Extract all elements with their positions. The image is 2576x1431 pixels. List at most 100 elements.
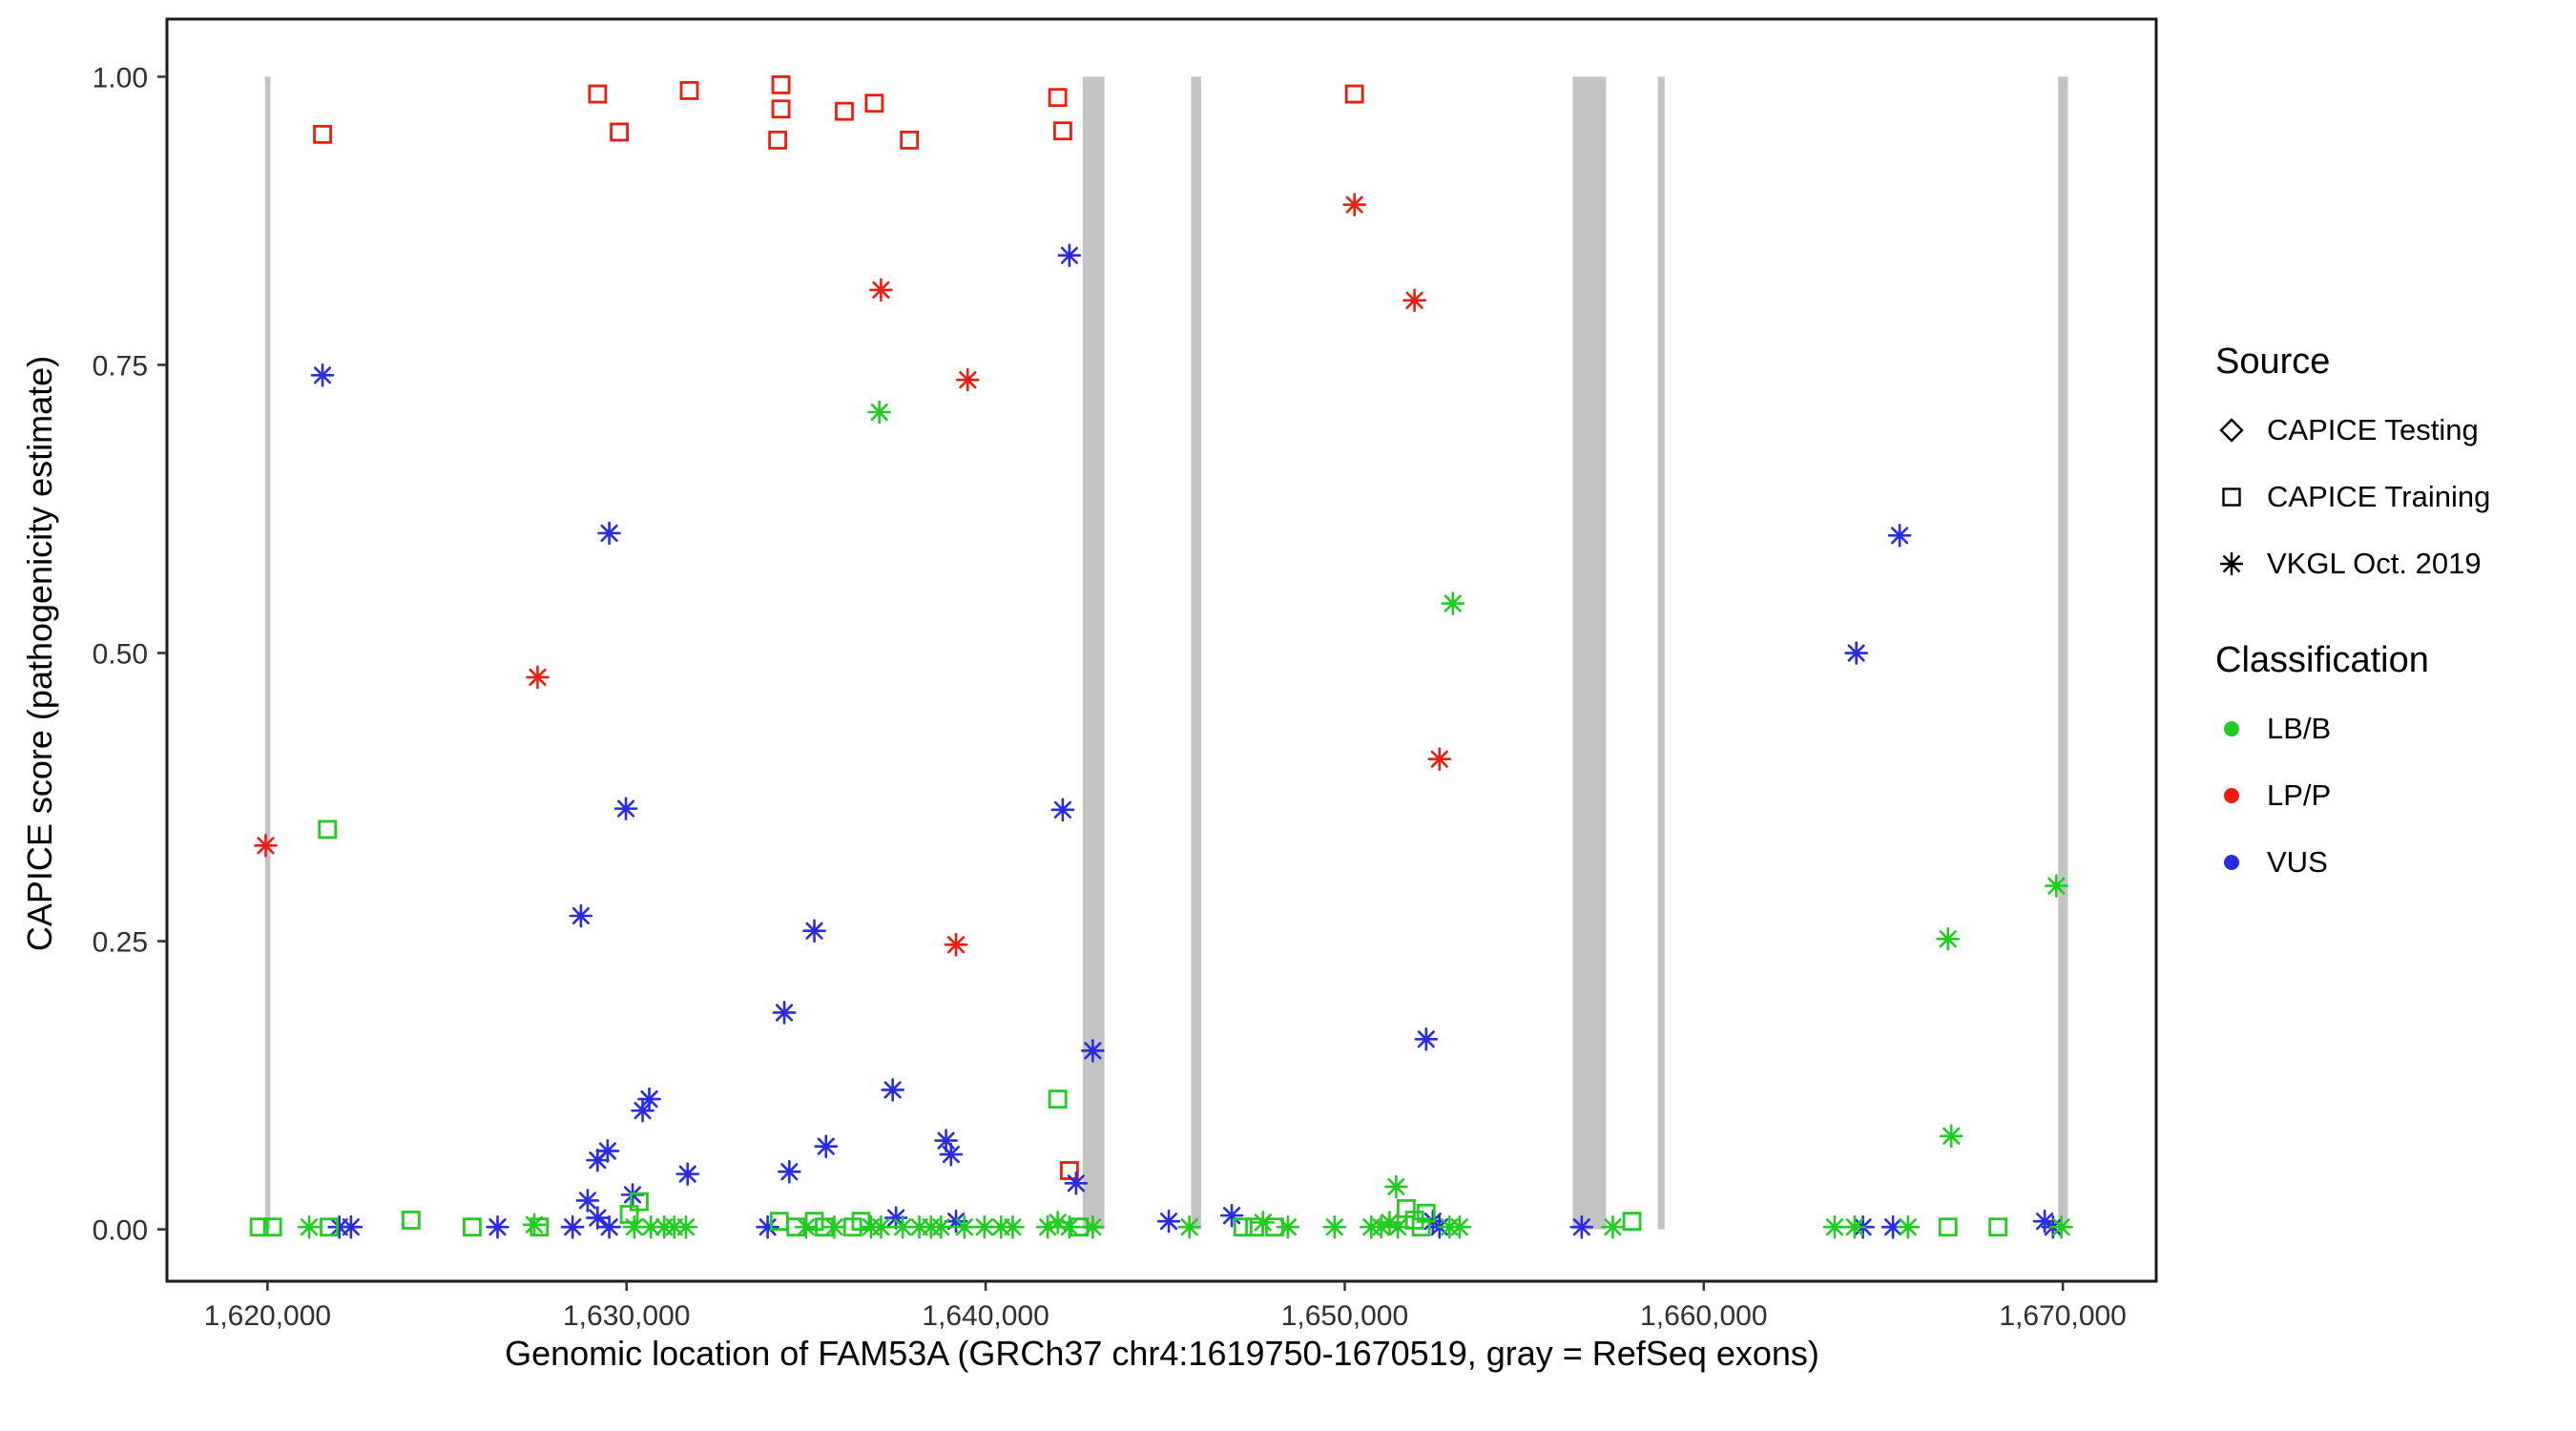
data-point-asterisk [1342, 193, 1366, 217]
data-point-square [313, 124, 332, 144]
legend-item-lpp: LP/P [2215, 778, 2490, 813]
data-point-square [1416, 1203, 1436, 1223]
data-point-square [679, 81, 699, 100]
legend-item-vus: VUS [2215, 845, 2490, 880]
data-point-asterisk [1569, 1214, 1594, 1239]
data-point-asterisk [1427, 747, 1452, 771]
data-point-asterisk [869, 1214, 893, 1239]
data-point-asterisk [486, 1214, 509, 1239]
data-point-asterisk [631, 1098, 654, 1123]
data-point-asterisk [254, 833, 278, 858]
data-point-square [786, 1217, 806, 1237]
data-point-square [1411, 1217, 1431, 1237]
data-point-asterisk [1385, 1214, 1410, 1239]
data-point-square [402, 1211, 421, 1230]
data-point-asterisk [526, 665, 550, 690]
data-point-square [835, 101, 854, 121]
exon-bar [264, 76, 271, 1230]
data-point-asterisk [1447, 1214, 1472, 1239]
data-point-asterisk [934, 1129, 958, 1152]
data-point-asterisk [814, 1134, 839, 1158]
data-point-square [1048, 1089, 1068, 1110]
legend-item-label: LP/P [2267, 778, 2332, 812]
data-point-asterisk [638, 1214, 663, 1239]
square-icon [2222, 487, 2241, 507]
data-point-asterisk [772, 1001, 797, 1025]
x-tick-label: 1,650,000 [1281, 1300, 1408, 1332]
data-point-square [610, 122, 629, 142]
data-point-asterisk [778, 1159, 801, 1184]
data-point-asterisk [802, 919, 826, 944]
asterisk-icon [2220, 552, 2243, 575]
data-point-square [249, 1217, 269, 1237]
data-point-asterisk [1035, 1214, 1060, 1239]
data-point-asterisk [1081, 1214, 1105, 1239]
data-point-asterisk [1844, 641, 1868, 665]
y-tick-label: 0.25 [93, 927, 148, 959]
data-point-asterisk [1064, 1172, 1089, 1195]
data-point-asterisk [297, 1214, 322, 1239]
data-point-square [1344, 84, 1364, 104]
legend-item-label: VUS [2267, 845, 2328, 879]
x-tick-label: 1,670,000 [1999, 1300, 2126, 1332]
data-point-asterisk [944, 1209, 968, 1234]
data-point-square [768, 130, 788, 150]
data-point-asterisk [675, 1162, 700, 1186]
legend-item-capice-testing: CAPICE Testing [2215, 413, 2490, 447]
data-point-square [864, 93, 884, 114]
data-point-square [588, 84, 608, 104]
data-point-asterisk [944, 932, 968, 957]
x-tick-label: 1,620,000 [204, 1300, 331, 1332]
green-dot-icon [2224, 721, 2239, 736]
data-point-square [851, 1212, 871, 1232]
data-point-asterisk [569, 903, 593, 928]
data-point-asterisk [952, 1214, 977, 1239]
data-point-asterisk [1414, 1027, 1439, 1051]
data-point-asterisk [575, 1189, 600, 1213]
data-point-asterisk [1939, 1124, 1963, 1149]
y-tick-label: 0.50 [93, 639, 148, 671]
data-point-asterisk [1050, 798, 1075, 822]
exon-bar [2058, 76, 2068, 1230]
data-point-square [630, 1192, 649, 1212]
legend-source-title: Source [2215, 342, 2331, 382]
data-point-asterisk [1842, 1214, 1867, 1239]
data-point-asterisk [1177, 1214, 1201, 1239]
data-point-asterisk [586, 1206, 610, 1230]
exon-bar [1657, 76, 1665, 1230]
data-point-square [530, 1217, 550, 1237]
data-point-asterisk [890, 1214, 915, 1239]
data-point-square [1265, 1217, 1284, 1237]
data-point-asterisk [1057, 1214, 1082, 1239]
data-point-asterisk [822, 1214, 846, 1239]
panel-border [165, 17, 2158, 1283]
data-point-square [1245, 1217, 1264, 1237]
data-point-square [318, 819, 338, 840]
data-point-asterisk [1601, 1214, 1625, 1239]
data-point-asterisk [2049, 1214, 2073, 1239]
data-point-asterisk [1046, 1211, 1070, 1234]
data-point-asterisk [1001, 1214, 1025, 1239]
data-point-asterisk [972, 1214, 997, 1239]
data-point-asterisk [1081, 1039, 1105, 1063]
data-point-asterisk [613, 797, 638, 820]
data-point-asterisk [881, 1078, 904, 1102]
x-axis-title: Genomic location of FAM53A (GRCh37 chr4:… [505, 1334, 1819, 1373]
data-point-asterisk [1384, 1174, 1408, 1199]
data-point-asterisk [560, 1214, 585, 1239]
x-tick-label: 1,640,000 [922, 1300, 1049, 1332]
data-point-square [1070, 1217, 1090, 1237]
data-point-asterisk [956, 367, 980, 392]
data-point-asterisk [1441, 591, 1465, 615]
data-point-asterisk [939, 1142, 964, 1167]
data-point-asterisk [883, 1206, 908, 1230]
data-point-asterisk [1378, 1211, 1402, 1234]
data-point-asterisk [1880, 1214, 1905, 1239]
data-point-asterisk [1822, 1214, 1847, 1239]
data-point-asterisk [1156, 1209, 1181, 1234]
data-point-square [1048, 88, 1068, 108]
legend: Source CAPICE Testing CAPICE Training VK… [2215, 342, 2490, 912]
data-point-asterisk [929, 1214, 953, 1239]
diamond-icon [2219, 418, 2244, 443]
